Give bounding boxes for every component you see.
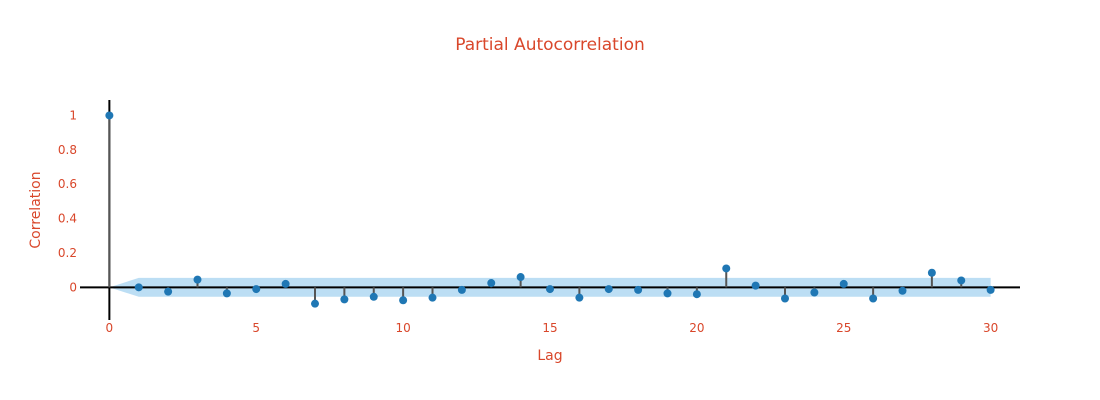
pacf-point-lag-16[interactable]: [575, 293, 584, 302]
pacf-point-lag-26[interactable]: [869, 294, 878, 303]
pacf-point-lag-6[interactable]: [281, 279, 290, 288]
pacf-point-lag-20[interactable]: [692, 290, 701, 299]
x-tick-label: 15: [542, 321, 557, 335]
pacf-point-lag-30[interactable]: [986, 285, 995, 294]
y-tick-label: 0: [69, 280, 77, 294]
pacf-point-lag-9[interactable]: [369, 292, 378, 301]
pacf-point-lag-24[interactable]: [810, 288, 819, 297]
pacf-point-lag-13[interactable]: [487, 279, 496, 288]
point-layer: [105, 111, 995, 308]
pacf-point-lag-7[interactable]: [311, 299, 319, 308]
x-tick-label: 20: [689, 321, 704, 335]
pacf-point-lag-18[interactable]: [634, 285, 643, 294]
y-axis-title: Correlation: [28, 171, 44, 248]
pacf-point-lag-19[interactable]: [663, 289, 672, 298]
pacf-point-lag-10[interactable]: [399, 296, 408, 305]
chart-title: Partial Autocorrelation: [455, 35, 645, 55]
pacf-point-lag-28[interactable]: [927, 268, 936, 277]
y-tick-label: 0.4: [58, 212, 77, 226]
pacf-point-lag-4[interactable]: [222, 289, 231, 298]
pacf-point-lag-12[interactable]: [457, 285, 466, 294]
pacf-point-lag-2[interactable]: [164, 287, 173, 296]
pacf-point-lag-8[interactable]: [340, 295, 349, 304]
pacf-point-lag-3[interactable]: [193, 275, 202, 284]
pacf-point-lag-0[interactable]: [105, 111, 114, 120]
y-tick-label: 0.2: [58, 246, 77, 260]
x-tick-label: 0: [106, 321, 114, 335]
tick-label-layer: 0 5 10 15 20 25 30 0 0.2 0.4 0.6 0.8 1: [58, 108, 998, 335]
x-axis-title: Lag: [537, 348, 562, 364]
pacf-point-lag-5[interactable]: [252, 285, 261, 294]
pacf-point-lag-17[interactable]: [604, 285, 613, 294]
pacf-point-lag-25[interactable]: [839, 279, 848, 288]
pacf-point-lag-15[interactable]: [546, 285, 554, 294]
pacf-point-lag-29[interactable]: [957, 276, 966, 285]
stem-layer: [108, 115, 992, 304]
pacf-point-lag-22[interactable]: [751, 281, 760, 290]
x-tick-label: 30: [983, 321, 998, 335]
pacf-point-lag-1[interactable]: [134, 283, 143, 292]
x-tick-label: 25: [836, 321, 851, 335]
pacf-point-lag-14[interactable]: [516, 273, 525, 282]
pacf-point-lag-21[interactable]: [722, 264, 731, 273]
pacf-point-lag-11[interactable]: [428, 293, 437, 302]
y-tick-label: 1: [69, 108, 77, 122]
y-tick-label: 0.8: [58, 143, 77, 157]
pacf-point-lag-23[interactable]: [781, 294, 789, 303]
y-tick-label: 0.6: [58, 177, 77, 191]
x-tick-label: 5: [252, 321, 260, 335]
x-tick-label: 10: [395, 321, 410, 335]
pacf-point-lag-27[interactable]: [898, 286, 907, 295]
